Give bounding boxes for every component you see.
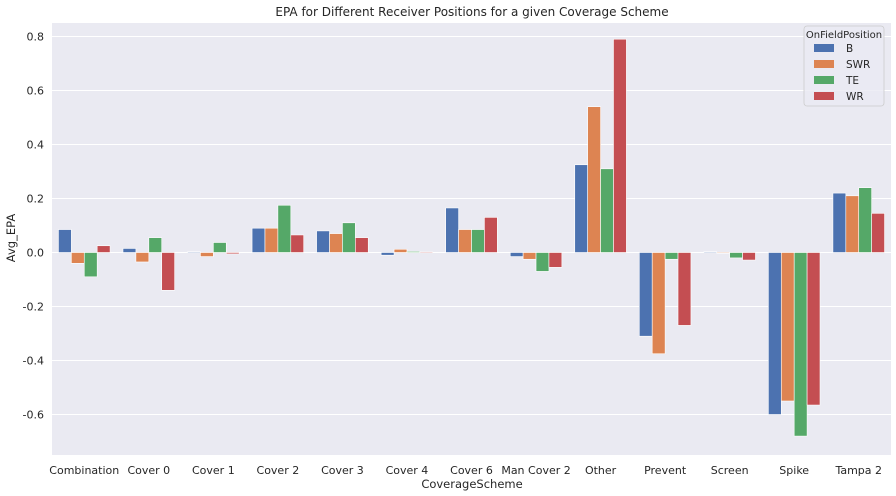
bar-te (600, 168, 614, 253)
bar-swr (393, 248, 408, 253)
bar-b (832, 192, 847, 253)
bar-te (277, 204, 292, 253)
bar-wr (806, 252, 821, 406)
bar-swr (716, 252, 730, 254)
bar-swr (200, 252, 214, 257)
bar-swr (780, 252, 795, 402)
bar-te (729, 252, 743, 259)
bar-wr (419, 251, 434, 254)
bar-b (445, 207, 459, 253)
y-tick-label: 0.2 (27, 193, 45, 206)
y-axis-ticks: -0.6 -0.4 -0.2 0.0 0.2 0.4 0.6 0.8 (23, 31, 44, 422)
bar-swr (135, 252, 150, 263)
bar-te (471, 229, 485, 253)
y-tick-label: 0.0 (27, 247, 45, 260)
bar-swr (522, 252, 537, 260)
x-tick-label: Screen (711, 464, 749, 477)
bar-wr (677, 252, 692, 326)
legend-swatch-swr (814, 60, 834, 68)
bar-b (703, 251, 718, 253)
x-tick-label: Tampa 2 (834, 464, 882, 477)
bar-wr (613, 38, 627, 253)
bar-wr (96, 245, 111, 253)
bar-wr (742, 252, 756, 261)
bar-swr (651, 252, 666, 355)
chart-title: EPA for Different Receiver Positions for… (275, 5, 668, 19)
bar-swr (845, 195, 860, 253)
y-tick-label: 0.6 (27, 85, 45, 98)
x-tick-label: Man Cover 2 (501, 464, 570, 477)
bar-swr (458, 229, 472, 253)
bar-wr (161, 252, 175, 291)
legend-title: OnFieldPosition (806, 30, 882, 41)
x-tick-label: Cover 1 (192, 464, 235, 477)
bar-wr (355, 237, 369, 253)
x-axis-label: CoverageScheme (421, 477, 522, 491)
bar-te (148, 237, 163, 253)
y-tick-label: -0.6 (23, 409, 44, 422)
x-tick-label: Cover 2 (257, 464, 300, 477)
bar-wr (548, 252, 563, 268)
y-tick-label: 0.8 (27, 31, 45, 44)
bar-swr (71, 252, 85, 264)
bar-te (406, 251, 421, 253)
x-tick-label: Spike (779, 464, 809, 477)
bar-swr (587, 106, 601, 253)
legend-label-b: B (846, 43, 853, 55)
bar-wr (225, 252, 240, 255)
bar-b (638, 252, 653, 337)
bar-b (509, 252, 524, 257)
y-tick-label: -0.2 (23, 301, 44, 314)
bar-b (380, 252, 395, 256)
legend-swatch-te (814, 76, 834, 84)
bar-wr (871, 213, 885, 253)
y-axis-label: Avg_EPA (4, 214, 18, 263)
y-tick-label: -0.4 (23, 355, 44, 368)
y-tick-label: 0.4 (27, 139, 45, 152)
bar-te (664, 252, 679, 260)
x-tick-label: Cover 4 (386, 464, 429, 477)
legend-swatch-b (814, 44, 834, 52)
bar-te (793, 252, 808, 437)
x-tick-label: Cover 3 (321, 464, 364, 477)
bar-b (316, 230, 330, 253)
bars (58, 38, 885, 437)
legend-label-wr: WR (846, 91, 864, 103)
x-tick-label: Cover 0 (127, 464, 170, 477)
x-tick-label: Other (585, 464, 617, 477)
bar-b (187, 251, 201, 253)
x-tick-label: Combination (49, 464, 119, 477)
bar-te (83, 252, 98, 278)
bar-swr (264, 227, 279, 253)
bar-b (251, 227, 266, 253)
bar-b (768, 252, 782, 415)
bar-te (213, 242, 227, 253)
x-axis-ticks: Combination Cover 0 Cover 1 Cover 2 Cover 3 C… (49, 464, 882, 477)
bar-te (858, 187, 872, 253)
bar-wr (484, 217, 498, 253)
legend-label-swr: SWR (846, 59, 870, 71)
bar-b (574, 164, 588, 253)
x-tick-label: Cover 6 (450, 464, 493, 477)
legend-swatch-wr (814, 92, 834, 100)
bar-te (535, 252, 550, 272)
bar-b (58, 229, 72, 253)
bar-swr (329, 233, 343, 253)
bar-b (122, 248, 137, 253)
legend: OnFieldPosition B SWR TE WR (803, 25, 885, 107)
legend-label-te: TE (845, 75, 859, 87)
bar-wr (290, 234, 304, 253)
x-tick-label: Prevent (644, 464, 687, 477)
bar-te (342, 222, 356, 253)
